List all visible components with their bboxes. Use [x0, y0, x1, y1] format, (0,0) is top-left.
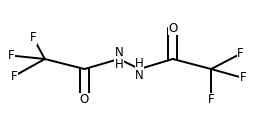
Text: F: F: [11, 70, 17, 83]
Text: F: F: [237, 47, 244, 60]
Text: H
N: H N: [135, 57, 144, 82]
Text: F: F: [208, 93, 215, 106]
Text: O: O: [80, 93, 89, 106]
Text: N
H: N H: [115, 46, 123, 72]
Text: O: O: [168, 22, 177, 35]
Text: F: F: [239, 71, 246, 84]
Text: F: F: [7, 49, 14, 62]
Text: F: F: [30, 31, 37, 44]
